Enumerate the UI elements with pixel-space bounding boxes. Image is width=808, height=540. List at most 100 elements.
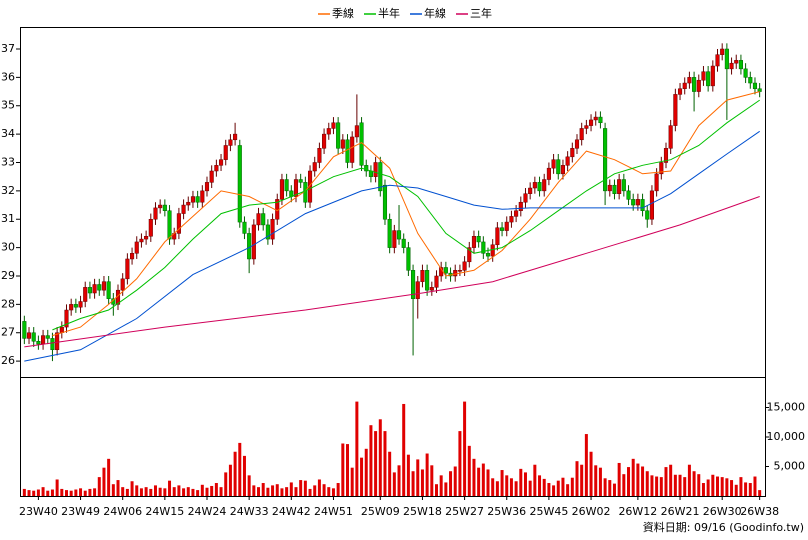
volume-bar [111, 484, 115, 496]
volume-bar [196, 490, 200, 496]
volume-bar [55, 479, 59, 496]
volume-bar [720, 477, 724, 496]
candle-body [265, 224, 270, 240]
volume-bar [130, 481, 134, 496]
x-tick-label: 24W51 [314, 505, 353, 518]
candle-body [176, 213, 181, 234]
volume-bar [289, 482, 293, 496]
volume-bar [125, 488, 129, 496]
candle-body [663, 148, 669, 163]
volume-bar [93, 488, 97, 496]
candle-body [130, 253, 135, 260]
x-tick-label: 26W12 [618, 505, 657, 518]
y-tick-label: 31 [1, 212, 15, 225]
volume-bar [697, 474, 701, 496]
x-tick-label: 25W09 [361, 505, 400, 518]
candle-body [692, 77, 697, 92]
ma-line [24, 196, 760, 348]
volume-bar [219, 487, 223, 496]
x-tick-label: 26W21 [661, 505, 700, 518]
plot-frame [20, 27, 766, 497]
candle-body [710, 65, 715, 87]
candle-body [237, 145, 242, 223]
candle-body [612, 184, 617, 194]
candle-body [734, 60, 739, 64]
candle-body [251, 224, 256, 260]
y-tick-label: 27 [1, 326, 15, 339]
volume-bar [285, 487, 289, 496]
candle-body [603, 128, 608, 192]
candle-body [345, 139, 350, 163]
volume-bar [514, 481, 518, 496]
candle-body [654, 173, 659, 192]
candle-body [523, 193, 528, 203]
candle-body [223, 145, 228, 160]
candle-body [298, 179, 303, 183]
volume-bar [294, 487, 298, 496]
x-tick-label: 24W42 [272, 505, 311, 518]
volume-bar [458, 431, 462, 496]
candle-body [631, 199, 636, 206]
candle-body [640, 199, 645, 211]
candle-body [78, 301, 83, 308]
candle-body [584, 125, 589, 129]
volume-bar [725, 478, 729, 496]
candle-body [701, 71, 706, 81]
candle-body [481, 241, 486, 254]
candle-body [228, 139, 233, 146]
volume-bar [734, 484, 738, 496]
volume-bar [107, 458, 111, 496]
candle-body [209, 170, 214, 183]
candle-body [687, 77, 692, 84]
y-tick-label: 30 [1, 241, 15, 254]
candle-body [36, 340, 41, 345]
candle-body [55, 332, 60, 351]
candle-body [153, 207, 158, 220]
candle-body [589, 119, 594, 126]
candle-body [537, 182, 542, 192]
candle-body [373, 162, 378, 177]
candle-body [354, 125, 359, 138]
candle-body [45, 335, 50, 339]
candle-body [247, 233, 252, 260]
volume-bar [149, 488, 153, 496]
volume-bar [608, 480, 612, 496]
volume-bar [355, 401, 359, 496]
y-tick-label: 34 [1, 127, 15, 140]
candle-body [565, 156, 570, 166]
candle-body [570, 148, 575, 158]
candle-body [162, 204, 167, 211]
candle-body [715, 54, 720, 67]
volume-bar [41, 487, 45, 496]
candle-body [720, 48, 725, 55]
candle-body [233, 133, 238, 141]
candle-body [148, 218, 153, 237]
candle-body [392, 230, 397, 248]
x-tick-label: 25W36 [487, 505, 526, 518]
candle-body [139, 238, 144, 243]
volume-bar [575, 461, 579, 496]
volume-bar [491, 478, 495, 496]
volume-bar [622, 474, 626, 496]
volume-bar [322, 484, 326, 496]
volume-bar [692, 471, 696, 496]
candle-body [673, 94, 678, 126]
volume-bar [346, 444, 350, 496]
volume-bar [636, 463, 640, 496]
candle-body [31, 332, 36, 342]
candle-body [22, 321, 27, 339]
candle-body [607, 184, 612, 192]
candle-body [181, 204, 186, 214]
candle-body [378, 162, 383, 192]
ma-line [24, 130, 760, 362]
volume-bar [505, 475, 509, 496]
candle-body [593, 116, 598, 121]
x-tick-label: 26W38 [740, 505, 779, 518]
volume-bar [645, 471, 649, 496]
candle-body [485, 253, 491, 257]
candle-body [364, 165, 369, 172]
candle-body [453, 270, 458, 277]
volume-bar [631, 458, 635, 496]
candle-body [457, 270, 462, 272]
